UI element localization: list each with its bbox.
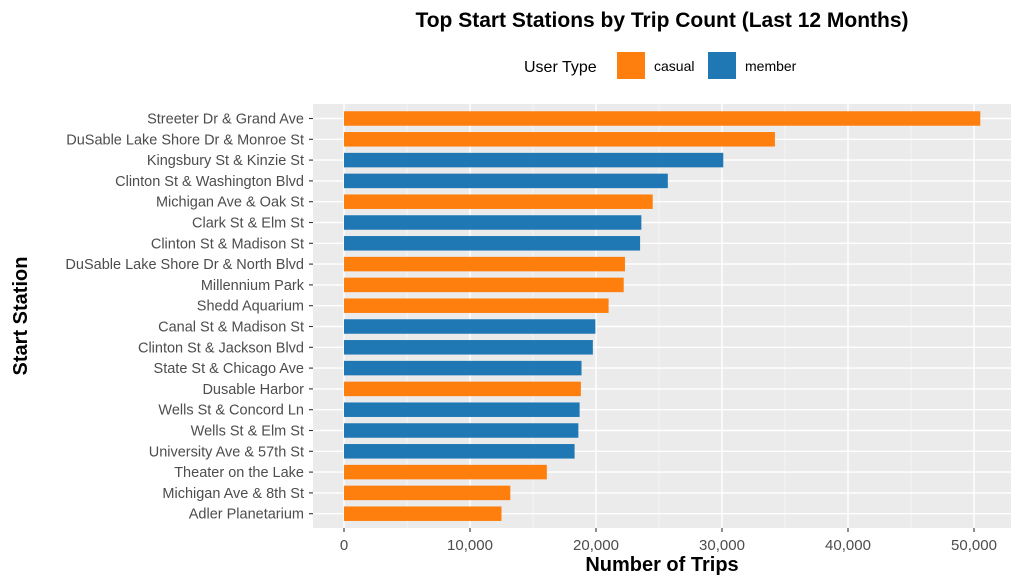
y-tick-label: Dusable Harbor (202, 382, 304, 398)
x-tick-label: 50,000 (951, 537, 997, 554)
bar-casual (344, 256, 625, 272)
y-tick-label: Michigan Ave & Oak St (156, 195, 304, 211)
y-tick-label: Millennium Park (201, 278, 305, 294)
bar-member (344, 402, 580, 417)
plot-panel (313, 104, 1011, 528)
bar-casual (344, 132, 775, 147)
y-tick-label: Clinton St & Washington Blvd (115, 174, 304, 190)
bar-casual (344, 111, 981, 126)
bar-casual (344, 277, 624, 293)
x-tick-label: 10,000 (447, 537, 493, 554)
y-axis-ticks: Streeter Dr & Grand Ave DuSable Lake Shor… (65, 112, 313, 523)
legend-swatch-casual (617, 52, 645, 79)
y-tick-label: Streeter Dr & Grand Ave (147, 112, 304, 128)
bar-casual (344, 298, 609, 313)
legend-label-casual: casual (654, 58, 694, 74)
bar-member (344, 423, 579, 438)
y-tick-label: Clinton St & Madison St (151, 236, 304, 252)
x-tick-label: 20,000 (573, 537, 619, 554)
bar-member (344, 215, 642, 230)
y-tick-label: State St & Chicago Ave (154, 361, 304, 377)
bar-member (344, 173, 668, 189)
legend-swatch-member (708, 52, 736, 79)
bar-casual (344, 464, 547, 480)
y-tick-label: Shedd Aquarium (197, 299, 304, 315)
x-tick-label: 0 (340, 537, 348, 554)
x-tick-label: 40,000 (825, 537, 871, 554)
y-tick-label: Kingsbury St & Kinzie St (147, 153, 304, 169)
legend-label-member: member (745, 58, 797, 74)
bar-casual (344, 381, 581, 397)
bar-casual (344, 506, 502, 521)
y-tick-label: DuSable Lake Shore Dr & North Blvd (65, 257, 304, 273)
bar-member (344, 360, 582, 376)
y-tick-label: DuSable Lake Shore Dr & Monroe St (66, 132, 304, 148)
legend: User Type casual member (524, 52, 797, 79)
bar-member (344, 319, 596, 334)
y-tick-label: Michigan Ave & 8th St (162, 486, 304, 502)
y-tick-label: Clinton St & Jackson Blvd (138, 340, 304, 356)
bars (344, 111, 981, 521)
y-tick-label: Theater on the Lake (174, 465, 304, 481)
bar-member (344, 152, 724, 168)
x-tick-label: 30,000 (699, 537, 745, 554)
bar-member (344, 340, 593, 355)
y-tick-label: University Ave & 57th St (149, 444, 304, 460)
bar-casual (344, 485, 511, 501)
y-axis-title: Start Station (10, 257, 32, 376)
y-tick-label: Canal St & Madison St (158, 320, 304, 336)
bar-member (344, 236, 641, 251)
x-axis-ticks: 0 10,000 20,000 30,000 40,000 50,000 (340, 528, 997, 554)
y-tick-label: Clark St & Elm St (192, 216, 304, 232)
bar-casual (344, 194, 653, 209)
y-tick-label: Adler Planetarium (189, 507, 304, 523)
x-axis-title: Number of Trips (585, 554, 738, 576)
y-tick-label: Wells St & Elm St (191, 424, 304, 440)
legend-title: User Type (524, 59, 597, 76)
bar-member (344, 444, 575, 459)
y-tick-label: Wells St & Concord Ln (158, 403, 304, 419)
chart-title: Top Start Stations by Trip Count (Last 1… (415, 9, 908, 32)
